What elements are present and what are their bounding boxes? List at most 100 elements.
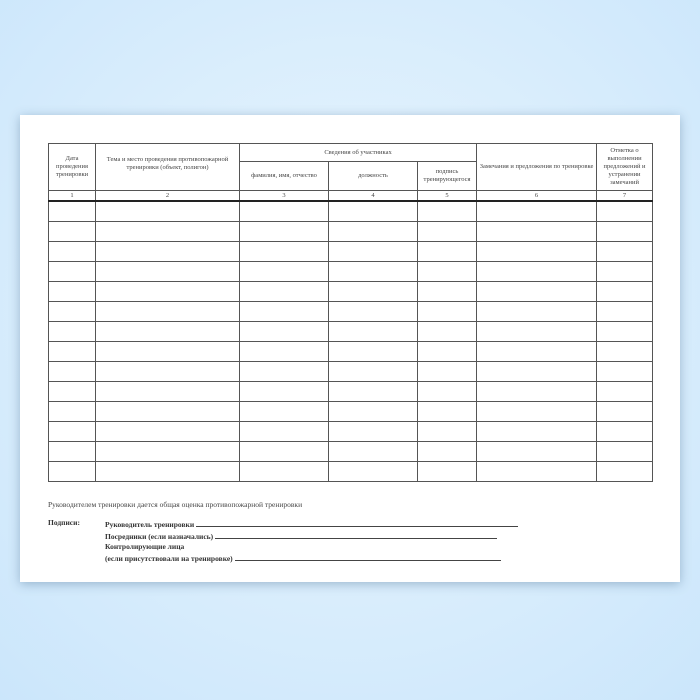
mediators-signature-line[interactable] (215, 530, 498, 539)
table-cell[interactable] (476, 341, 598, 362)
table-cell[interactable] (596, 381, 654, 402)
table-cell[interactable] (239, 321, 329, 342)
table-cell[interactable] (416, 381, 478, 402)
table-cell[interactable] (48, 401, 96, 422)
table-cell[interactable] (328, 341, 418, 362)
table-cell[interactable] (328, 321, 418, 342)
table-cell[interactable] (416, 361, 478, 382)
table-cell[interactable] (416, 461, 478, 482)
table-cell[interactable] (239, 341, 329, 362)
table-cell[interactable] (239, 461, 329, 482)
table-cell[interactable] (476, 361, 598, 382)
table-cell[interactable] (48, 361, 96, 382)
table-cell[interactable] (476, 241, 598, 262)
table-cell[interactable] (239, 361, 329, 382)
table-cell[interactable] (328, 261, 418, 282)
table-cell[interactable] (48, 341, 96, 362)
table-cell[interactable] (239, 381, 329, 402)
table-cell[interactable] (48, 461, 96, 482)
table-cell[interactable] (476, 321, 598, 342)
table-cell[interactable] (476, 281, 598, 302)
table-cell[interactable] (596, 341, 654, 362)
table-cell[interactable] (416, 441, 478, 462)
table-cell[interactable] (416, 341, 478, 362)
table-cell[interactable] (48, 321, 96, 342)
table-cell[interactable] (416, 421, 478, 442)
table-cell[interactable] (476, 261, 598, 282)
table-cell[interactable] (328, 381, 418, 402)
table-cell[interactable] (239, 301, 329, 322)
table-cell[interactable] (476, 200, 598, 222)
table-cell[interactable] (239, 200, 329, 222)
table-cell[interactable] (239, 241, 329, 262)
table-cell[interactable] (596, 281, 654, 302)
table-cell[interactable] (596, 321, 654, 342)
table-cell[interactable] (476, 221, 598, 242)
table-cell[interactable] (48, 381, 96, 402)
table-cell[interactable] (95, 241, 240, 262)
table-cell[interactable] (596, 421, 654, 442)
controllers-signature-line[interactable] (234, 552, 501, 561)
table-cell[interactable] (95, 361, 240, 382)
table-cell[interactable] (95, 461, 240, 482)
table-cell[interactable] (596, 241, 654, 262)
table-cell[interactable] (476, 421, 598, 442)
table-cell[interactable] (48, 221, 96, 242)
table-cell[interactable] (596, 200, 654, 222)
table-cell[interactable] (328, 241, 418, 262)
table-cell[interactable] (95, 301, 240, 322)
table-cell[interactable] (476, 401, 598, 422)
table-cell[interactable] (95, 321, 240, 342)
table-cell[interactable] (596, 441, 654, 462)
table-cell[interactable] (239, 281, 329, 302)
table-cell[interactable] (328, 200, 418, 222)
table-cell[interactable] (596, 261, 654, 282)
table-cell[interactable] (48, 301, 96, 322)
table-cell[interactable] (48, 241, 96, 262)
table-cell[interactable] (328, 401, 418, 422)
table-cell[interactable] (48, 261, 96, 282)
table-cell[interactable] (328, 301, 418, 322)
table-cell[interactable] (596, 401, 654, 422)
table-cell[interactable] (416, 281, 478, 302)
table-cell[interactable] (416, 301, 478, 322)
leader-signature-line[interactable] (196, 518, 519, 527)
table-cell[interactable] (476, 461, 598, 482)
table-cell[interactable] (596, 361, 654, 382)
table-cell[interactable] (416, 221, 478, 242)
table-cell[interactable] (328, 441, 418, 462)
table-cell[interactable] (239, 421, 329, 442)
table-cell[interactable] (95, 221, 240, 242)
table-cell[interactable] (48, 441, 96, 462)
table-cell[interactable] (416, 261, 478, 282)
table-cell[interactable] (328, 421, 418, 442)
table-cell[interactable] (416, 401, 478, 422)
table-cell[interactable] (328, 221, 418, 242)
table-cell[interactable] (95, 281, 240, 302)
table-cell[interactable] (95, 200, 240, 222)
table-cell[interactable] (48, 200, 96, 222)
table-cell[interactable] (95, 341, 240, 362)
table-cell[interactable] (476, 301, 598, 322)
table-cell[interactable] (328, 281, 418, 302)
table-cell[interactable] (239, 441, 329, 462)
table-cell[interactable] (416, 200, 478, 222)
table-cell[interactable] (476, 441, 598, 462)
table-cell[interactable] (239, 261, 329, 282)
table-cell[interactable] (95, 261, 240, 282)
table-cell[interactable] (48, 421, 96, 442)
table-cell[interactable] (596, 461, 654, 482)
table-cell[interactable] (48, 281, 96, 302)
table-cell[interactable] (95, 381, 240, 402)
table-cell[interactable] (416, 321, 478, 342)
table-cell[interactable] (239, 401, 329, 422)
table-cell[interactable] (95, 421, 240, 442)
table-cell[interactable] (328, 361, 418, 382)
table-cell[interactable] (95, 401, 240, 422)
table-cell[interactable] (596, 301, 654, 322)
table-cell[interactable] (596, 221, 654, 242)
table-cell[interactable] (476, 381, 598, 402)
table-cell[interactable] (239, 221, 329, 242)
table-cell[interactable] (416, 241, 478, 262)
table-cell[interactable] (95, 441, 240, 462)
